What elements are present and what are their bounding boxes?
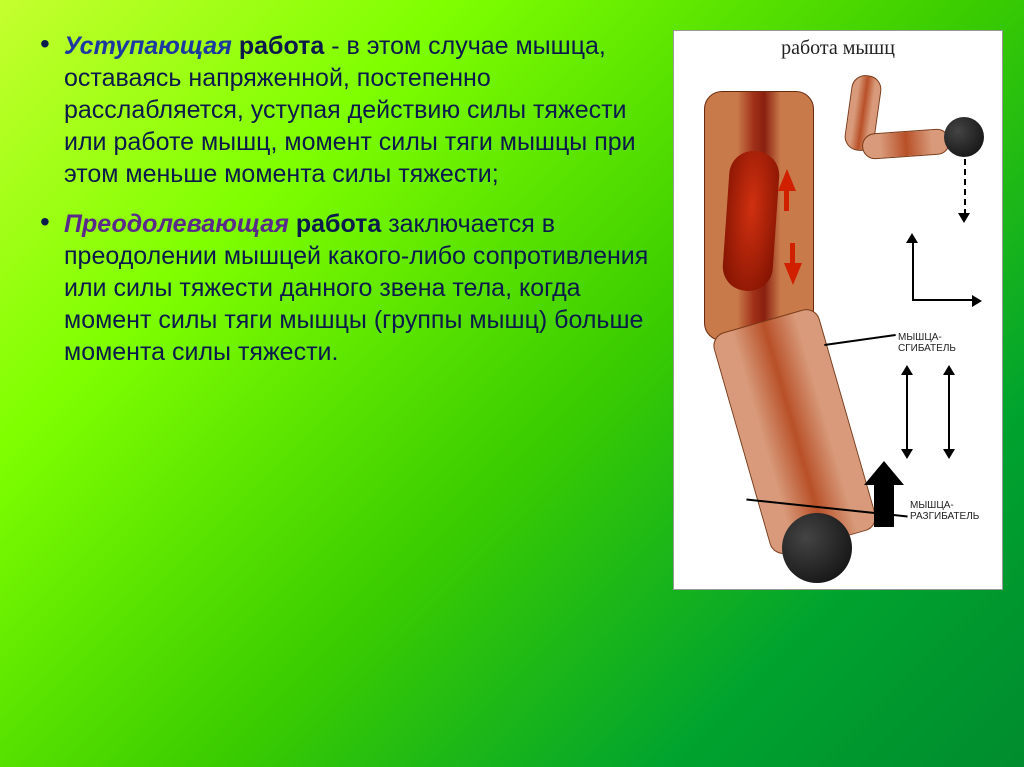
slide: Уступающая работа - в этом случае мышца,…	[0, 0, 1024, 767]
main-ball	[782, 513, 852, 583]
muscle-diagram: работа мышц МЫШЦА- СГ	[673, 30, 1003, 590]
red-arrow-shaft2	[790, 243, 795, 265]
diagram-title: работа мышц	[674, 37, 1002, 60]
label-extensor: МЫШЦА- РАЗГИБАТЕЛЬ	[910, 501, 979, 522]
paragraph-2: Преодолевающая работа заключается в прео…	[64, 208, 662, 368]
top-forearm	[861, 128, 951, 160]
red-arrow-up	[778, 169, 796, 191]
top-ball	[944, 117, 984, 157]
angle-arrow-up	[906, 233, 918, 243]
muscle-red	[721, 149, 781, 292]
angle-bracket	[912, 241, 972, 301]
list-item: Уступающая работа - в этом случае мышца,…	[30, 30, 662, 190]
red-arrow-down	[784, 263, 802, 285]
term-1: Уступающая	[64, 32, 232, 60]
double-arrow-2	[948, 373, 950, 451]
term-2: Преодолевающая	[64, 210, 289, 238]
image-column: работа мышц МЫШЦА- СГ	[670, 30, 1006, 737]
dashed-line	[964, 159, 966, 215]
big-up-arrow-head	[864, 461, 904, 485]
text-column: Уступающая работа - в этом случае мышца,…	[30, 30, 670, 737]
list-item: Преодолевающая работа заключается в прео…	[30, 208, 662, 368]
double-arrow-1	[906, 373, 908, 451]
big-up-arrow-shaft	[874, 483, 894, 527]
flexor-line	[824, 334, 896, 346]
label-flexor: МЫШЦА- СГИБАТЕЛЬ	[898, 333, 956, 354]
term-2-after: работа	[289, 210, 381, 238]
dashed-arrowhead	[958, 213, 970, 223]
angle-arrow-right	[972, 295, 982, 307]
bullet-list: Уступающая работа - в этом случае мышца,…	[30, 30, 662, 368]
term-1-after: работа	[232, 32, 324, 60]
paragraph-1: Уступающая работа - в этом случае мышца,…	[64, 30, 662, 190]
red-arrow-shaft1	[784, 189, 789, 211]
